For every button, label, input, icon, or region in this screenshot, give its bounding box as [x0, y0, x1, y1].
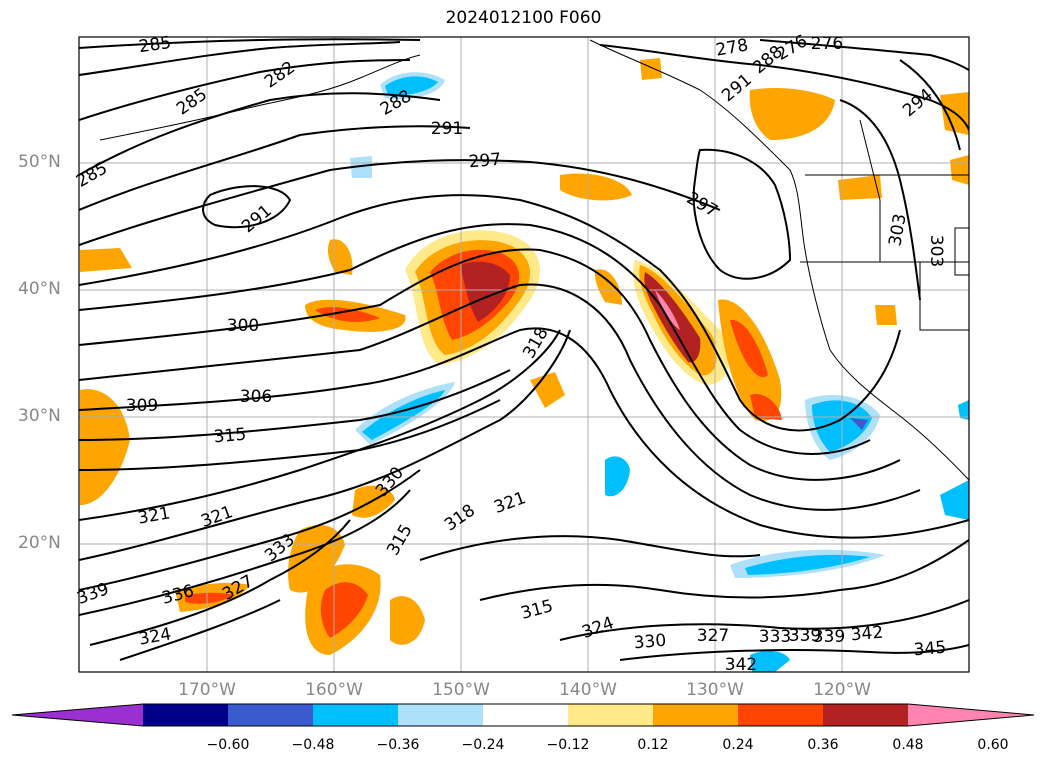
colorbar-segment	[738, 704, 823, 726]
colorbar-segment	[143, 704, 228, 726]
colorbar-tick-label: −0.60	[206, 737, 250, 753]
lon-label-160w: 160°W	[305, 680, 363, 700]
contour-label: 345	[912, 637, 948, 661]
colorbar-segment	[228, 704, 313, 726]
colorbar-segment	[313, 704, 398, 726]
colorbar-segment	[568, 704, 653, 726]
colorbar-segment	[398, 704, 483, 726]
contour-label: 315	[212, 424, 248, 448]
colorbar-segment	[483, 704, 568, 726]
colorbar	[11, 703, 1035, 727]
contour-label: 342	[849, 622, 885, 646]
colorbar-tick-label: −0.48	[291, 737, 335, 753]
contour-label: 276	[810, 34, 844, 54]
lon-label-130w: 130°W	[686, 680, 744, 700]
colorbar-tick-label: −0.24	[461, 737, 505, 753]
contour-label: 309	[125, 396, 159, 416]
colorbar-tick-label: −0.12	[546, 737, 590, 753]
lon-label-140w: 140°W	[559, 680, 617, 700]
lat-label-20n: 20°N	[18, 533, 61, 553]
colorbar-tick-label: 0.36	[807, 737, 839, 753]
contour-label: 300	[226, 316, 260, 336]
contour-label: 339	[812, 627, 846, 647]
lat-label-40n: 40°N	[18, 279, 61, 299]
colorbar-tick-label: −0.36	[376, 737, 420, 753]
lon-label-120w: 120°W	[813, 680, 871, 700]
map-canvas	[78, 36, 970, 673]
colorbar-tick-label: 0.12	[637, 737, 669, 753]
colorbar-extend-high	[908, 704, 1034, 726]
lat-label-50n: 50°N	[18, 152, 61, 172]
contour-label: 327	[696, 626, 730, 646]
colorbar-segment	[823, 704, 908, 726]
contour-label: 297	[467, 149, 503, 173]
colorbar-tick-label: 0.24	[722, 737, 754, 753]
contour-label: 291	[430, 119, 464, 139]
coastlines	[99, 39, 969, 481]
lon-label-150w: 150°W	[432, 680, 490, 700]
map-title: 2024012100 F060	[445, 8, 602, 28]
colorbar-extend-low	[12, 704, 143, 726]
contour-label: 303	[926, 234, 946, 268]
colorbar-segment	[653, 704, 738, 726]
colorbar-tick-label: 0.60	[977, 737, 1009, 753]
lon-label-170w: 170°W	[178, 680, 236, 700]
contour-label: 306	[239, 387, 273, 407]
shaded-fields	[80, 58, 969, 672]
contour-label: 339	[788, 626, 822, 646]
contour-label: 333	[758, 627, 792, 647]
contour-lines	[79, 38, 969, 661]
contour-label: 342	[724, 655, 758, 675]
lat-label-30n: 30°N	[18, 406, 61, 426]
contour-label: 330	[632, 630, 668, 654]
colorbar-tick-label: 0.48	[892, 737, 924, 753]
